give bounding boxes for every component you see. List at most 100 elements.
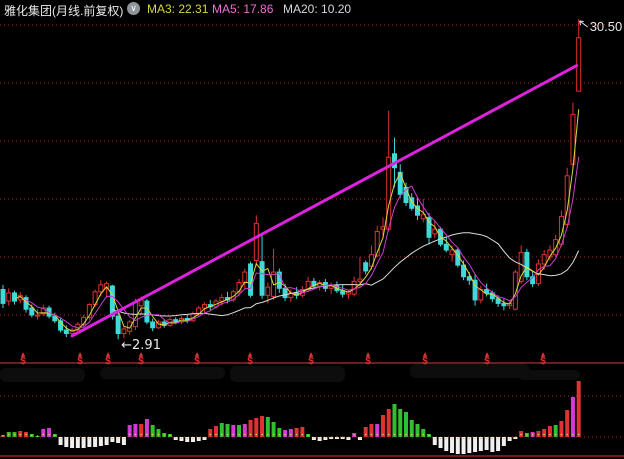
svg-text:▲: ▲ <box>309 351 314 358</box>
svg-text:▲: ▲ <box>139 351 144 358</box>
histogram-bar <box>196 437 201 441</box>
histogram-bar <box>248 420 253 437</box>
svg-text:$: $ <box>422 356 428 367</box>
buy-signal-mark: ▲$ <box>77 351 83 367</box>
buy-signal-mark: ▲$ <box>540 351 546 367</box>
zero-line-speckles <box>2 433 580 440</box>
buy-signal-marks: ▲$▲$▲$▲$▲$▲$▲$▲$▲$▲$▲$ <box>20 351 546 367</box>
ma5-line <box>25 156 580 329</box>
histogram-bar <box>473 437 478 452</box>
candle-up <box>265 286 271 296</box>
histogram-bar <box>81 437 86 448</box>
histogram-bar <box>478 437 483 451</box>
histogram-bar <box>139 424 144 437</box>
candle-down <box>144 300 150 323</box>
candle-down <box>109 285 115 317</box>
svg-text:$: $ <box>484 356 490 367</box>
histogram-bar <box>409 420 414 437</box>
histogram-bar <box>450 437 455 453</box>
buy-signal-mark: ▲$ <box>365 351 371 367</box>
candle-up <box>155 321 161 329</box>
svg-text:▲: ▲ <box>366 351 371 358</box>
histogram-bar <box>565 410 570 437</box>
ma20-line <box>112 232 580 317</box>
svg-text:$: $ <box>365 356 371 367</box>
histogram-bar <box>271 422 276 437</box>
histogram-bar <box>93 437 98 447</box>
price-gridlines <box>0 24 624 316</box>
candle-down <box>259 261 265 296</box>
candle-down <box>58 320 64 331</box>
svg-text:▲: ▲ <box>195 351 200 358</box>
histogram-bar <box>547 426 552 437</box>
histogram-bar <box>392 404 397 437</box>
histogram-bar <box>144 419 149 437</box>
candle-up <box>541 254 547 265</box>
candle-down <box>501 302 507 307</box>
histogram-bar <box>254 418 259 437</box>
candle-up <box>512 271 518 310</box>
histogram-bar <box>380 415 385 437</box>
candle-down <box>12 292 18 302</box>
histogram-bar <box>455 437 460 454</box>
chevron-down-icon[interactable]: ∨ <box>127 2 140 15</box>
histogram-bar <box>398 409 403 437</box>
histogram-bar <box>363 427 368 437</box>
histogram-bar <box>70 437 75 448</box>
histogram-bar <box>214 426 219 437</box>
histogram-bar <box>116 437 121 443</box>
trend-line[interactable] <box>70 64 579 338</box>
ma5-value-label: MA5: 17.86 <box>212 2 274 16</box>
candle-up <box>121 328 127 335</box>
histogram-bar <box>110 437 115 442</box>
candle-up <box>357 278 363 282</box>
volume-histogram <box>1 381 581 454</box>
buy-signal-mark: ▲$ <box>20 351 26 367</box>
histogram-bar <box>277 428 282 437</box>
histogram-bar <box>438 437 443 448</box>
candle-down <box>443 243 449 251</box>
histogram-bar <box>150 425 155 437</box>
histogram-bar <box>41 429 46 437</box>
histogram-bar <box>127 425 132 437</box>
svg-text:$: $ <box>138 356 144 367</box>
candle-down <box>52 315 58 322</box>
svg-text:▲: ▲ <box>78 351 83 358</box>
svg-text:▲: ▲ <box>106 351 111 358</box>
candle-down <box>472 279 478 301</box>
svg-text:$: $ <box>77 356 83 367</box>
histogram-bar <box>421 429 426 437</box>
histogram-bar <box>237 425 242 437</box>
candle-down <box>363 262 369 272</box>
histogram-bar <box>98 437 103 446</box>
histogram-bar <box>294 428 299 437</box>
candle-up <box>368 254 374 267</box>
candle-up <box>449 249 455 256</box>
candle-up <box>432 228 438 235</box>
histogram-bar <box>190 437 195 442</box>
svg-text:▲: ▲ <box>541 351 546 358</box>
page-title: 雅化集团(月线.前复权) <box>4 4 124 18</box>
svg-text:30.50: 30.50 <box>590 19 623 34</box>
histogram-bar <box>75 437 80 448</box>
histogram-bar <box>219 423 224 437</box>
candle-up <box>127 321 133 332</box>
candle-up <box>242 271 248 284</box>
svg-text:▲: ▲ <box>21 351 26 358</box>
svg-text:▲: ▲ <box>485 351 490 358</box>
candle-down <box>248 263 254 296</box>
candle-down <box>524 251 530 278</box>
histogram-bar <box>317 437 322 441</box>
candle-up <box>518 251 524 282</box>
svg-text:▲: ▲ <box>248 351 253 358</box>
histogram-bar <box>467 437 472 453</box>
histogram-bar <box>288 429 293 437</box>
histogram-bar <box>484 437 489 450</box>
histogram-bar <box>242 424 247 437</box>
histogram-bar <box>121 437 126 445</box>
histogram-bar <box>501 437 506 446</box>
histogram-bar <box>179 437 184 441</box>
histogram-bar <box>133 424 138 437</box>
histogram-bar <box>300 427 305 437</box>
